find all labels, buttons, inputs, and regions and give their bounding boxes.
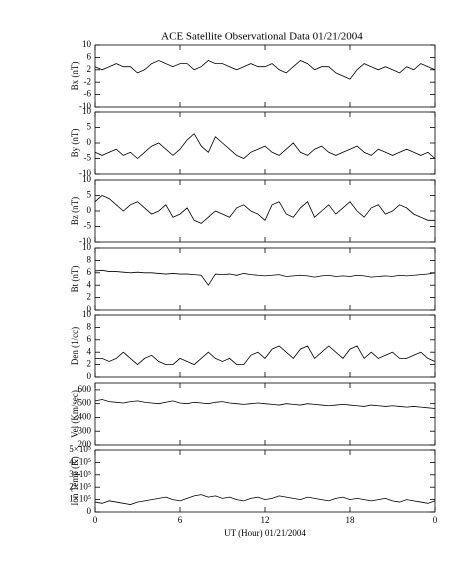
y-tick-label: 300 bbox=[78, 425, 92, 435]
chart-title: ACE Satellite Observational Data 01/21/2… bbox=[161, 31, 363, 43]
y-tick-label: -5 bbox=[84, 221, 92, 231]
y-tick-label: 500 bbox=[78, 398, 92, 408]
y-tick-label: 4 bbox=[87, 346, 92, 356]
x-axis-label: UT (Hour) 01/21/2004 bbox=[224, 528, 306, 538]
data-line bbox=[94, 60, 436, 80]
y-tick-label: 10 bbox=[82, 309, 92, 319]
y-tick-label: 4 bbox=[87, 279, 92, 289]
y-tick-label: 2 bbox=[87, 64, 92, 74]
data-line bbox=[94, 269, 436, 286]
y-tick-label: 5×10⁵ bbox=[69, 444, 91, 454]
x-tick-label: 18 bbox=[346, 515, 356, 525]
x-tick-label: 0 bbox=[433, 515, 438, 525]
data-line bbox=[94, 494, 436, 505]
y-tick-label: 0 bbox=[87, 371, 92, 381]
panel-frame bbox=[94, 44, 436, 108]
x-tick-label: 0 bbox=[93, 515, 98, 525]
y-tick-label: 10 bbox=[82, 242, 92, 252]
panel-frame bbox=[94, 247, 436, 311]
panel-frame bbox=[94, 382, 436, 446]
y-tick-label: 4×10⁵ bbox=[69, 456, 91, 466]
x-tick-label: 6 bbox=[178, 515, 183, 525]
y-tick-label: 10 bbox=[82, 174, 92, 184]
y-tick-label: 1×10⁵ bbox=[69, 494, 91, 504]
y-tick-label: -10 bbox=[79, 101, 91, 111]
panel-frame bbox=[94, 314, 436, 378]
y-tick-label: 2×10⁵ bbox=[69, 481, 91, 491]
y-tick-label: 3×10⁵ bbox=[69, 469, 91, 479]
y-tick-label: -5 bbox=[84, 153, 92, 163]
y-tick-label: -10 bbox=[79, 168, 91, 178]
y-axis-label: Den (1/cc) bbox=[70, 327, 80, 365]
y-tick-label: 0 bbox=[87, 205, 92, 215]
x-tick-label: 12 bbox=[261, 515, 270, 525]
y-tick-label: 400 bbox=[78, 412, 92, 422]
y-tick-label: 10 bbox=[82, 106, 92, 116]
y-tick-label: 0 bbox=[87, 137, 92, 147]
panel-frame bbox=[94, 449, 436, 513]
y-axis-label: Bt (nT) bbox=[70, 266, 80, 293]
y-tick-label: 0 bbox=[87, 304, 92, 314]
y-tick-label: -10 bbox=[79, 236, 91, 246]
y-tick-label: 2 bbox=[87, 292, 92, 302]
y-tick-label: 6 bbox=[87, 51, 92, 61]
y-tick-label: 5 bbox=[87, 122, 92, 132]
y-tick-label: 2 bbox=[87, 359, 92, 369]
panel-frame bbox=[94, 111, 436, 175]
data-line bbox=[94, 195, 435, 224]
panel-frame bbox=[94, 179, 436, 243]
data-line bbox=[94, 133, 436, 160]
y-tick-label: 10 bbox=[82, 39, 92, 49]
y-tick-label: -2 bbox=[84, 76, 92, 86]
y-tick-label: -6 bbox=[84, 89, 92, 99]
y-tick-label: 200 bbox=[78, 439, 92, 449]
data-line bbox=[95, 345, 436, 366]
y-tick-label: 0 bbox=[87, 506, 92, 516]
y-axis-label: Vel (Km/sec) bbox=[70, 390, 80, 438]
data-line bbox=[94, 399, 436, 409]
y-tick-label: 5 bbox=[87, 190, 92, 200]
y-tick-label: 8 bbox=[87, 321, 92, 331]
y-tick-label: 6 bbox=[87, 334, 92, 344]
y-tick-label: 6 bbox=[87, 267, 92, 277]
y-axis-label: By (nT) bbox=[70, 129, 80, 158]
y-axis-label: Bx (nT) bbox=[70, 62, 80, 91]
y-tick-label: 8 bbox=[87, 254, 92, 264]
y-tick-label: 600 bbox=[78, 384, 92, 394]
y-axis-label: Bz (nT) bbox=[70, 197, 80, 225]
y-axis-label: Ion Temp (K) bbox=[70, 456, 80, 505]
